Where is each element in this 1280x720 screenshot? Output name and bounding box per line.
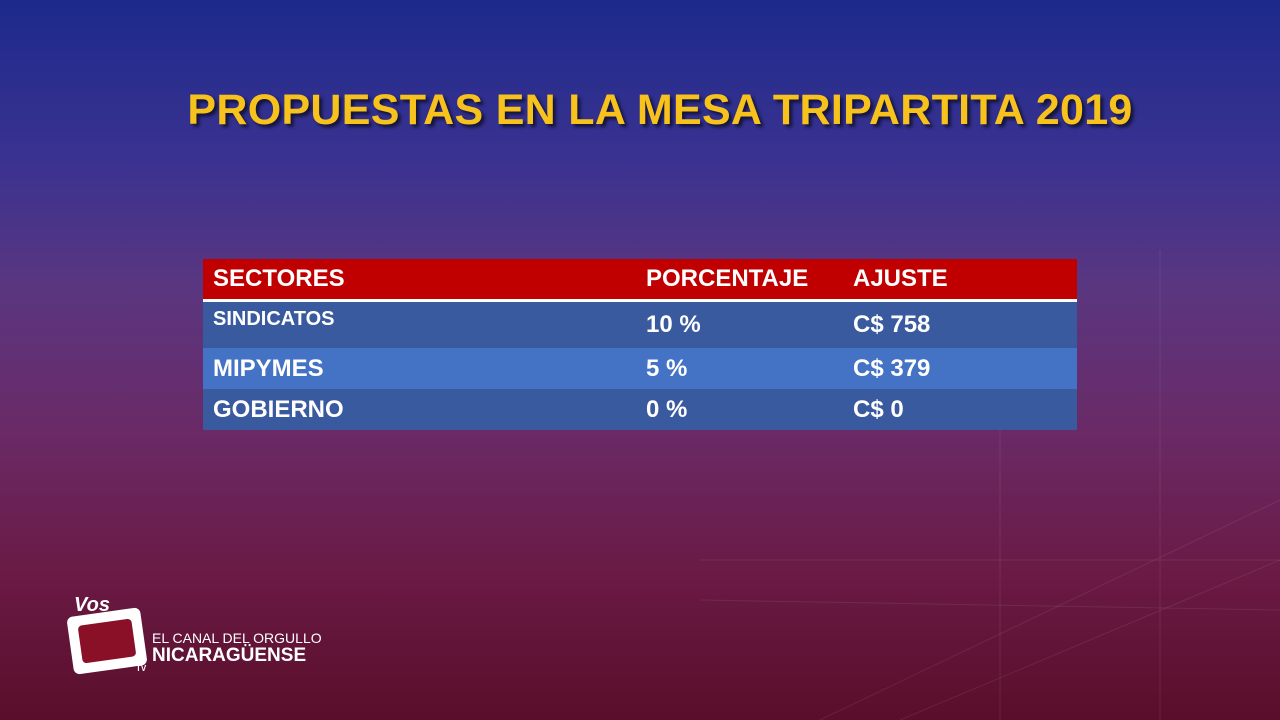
table-cell: 10 % <box>636 300 843 348</box>
tagline: EL CANAL DEL ORGULLO <box>152 630 322 646</box>
table-cell: C$ 758 <box>843 300 1077 348</box>
logo-brand: Vos <box>74 594 110 616</box>
logo-icon <box>67 607 147 675</box>
header-cell: AJUSTE <box>843 259 1077 302</box>
table-cell: 0 % <box>636 389 843 430</box>
header-cell: SECTORES <box>203 259 636 302</box>
logo-sub: TV <box>136 664 147 673</box>
table-cell: C$ 0 <box>843 389 1077 430</box>
table-cell: 5 % <box>636 348 843 389</box>
table-row: MIPYMES 5 % C$ 379 <box>203 348 1077 389</box>
header-cell: PORCENTAJE <box>636 259 843 302</box>
table-cell: C$ 379 <box>843 348 1077 389</box>
table-cell: SINDICATOS <box>203 300 636 348</box>
table-cell: MIPYMES <box>203 348 636 389</box>
header-row: SECTORES PORCENTAJE AJUSTE <box>203 259 1077 302</box>
table-row: SINDICATOS 10 % C$ 758 <box>203 300 1077 348</box>
table-cell: GOBIERNO <box>203 389 636 430</box>
country: NICARAGÜENSE <box>152 645 307 666</box>
title: PROPUESTAS EN LA MESA TRIPARTITA 2019 <box>187 86 1133 134</box>
table: SECTORES PORCENTAJE AJUSTE SINDICATOS 10 … <box>203 259 1077 430</box>
table-row: GOBIERNO 0 % C$ 0 <box>203 389 1077 430</box>
